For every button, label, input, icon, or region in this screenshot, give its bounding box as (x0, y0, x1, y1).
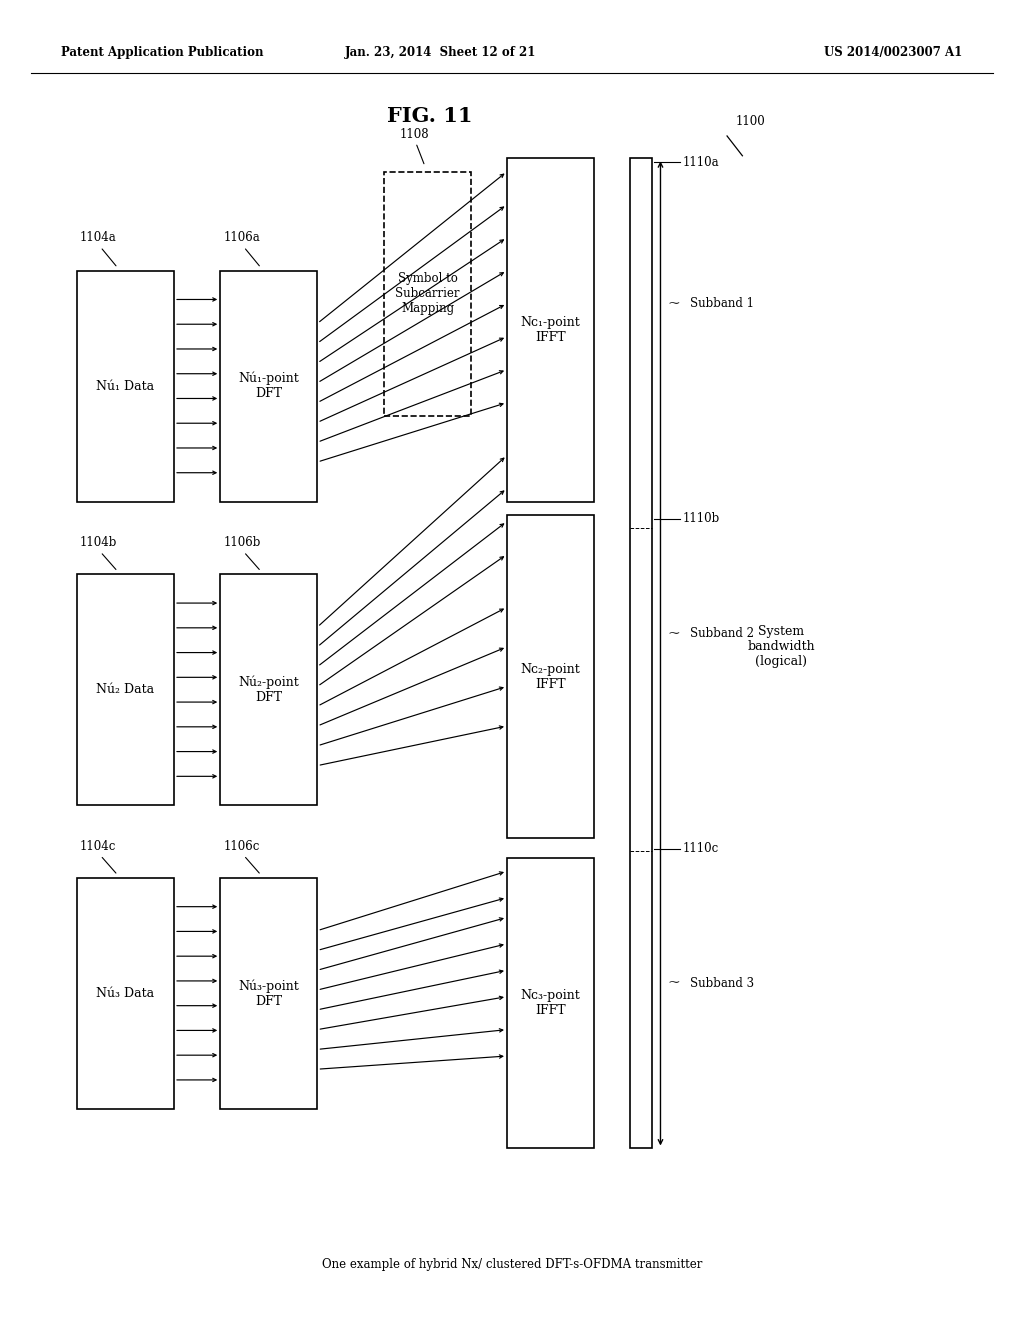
Bar (77, 271, 174, 502)
Text: 1108: 1108 (399, 128, 429, 141)
Text: 1106b: 1106b (223, 536, 260, 549)
Text: US 2014/0023007 A1: US 2014/0023007 A1 (824, 46, 963, 59)
Text: Subband 1: Subband 1 (690, 297, 754, 310)
Text: Jan. 23, 2014  Sheet 12 of 21: Jan. 23, 2014 Sheet 12 of 21 (345, 46, 536, 59)
Text: 1100: 1100 (735, 115, 765, 128)
Text: Subband 2: Subband 2 (690, 627, 754, 640)
Text: Nú₁ Data: Nú₁ Data (96, 380, 155, 392)
Bar (507, 858, 594, 1148)
Bar (507, 158, 594, 502)
Bar (220, 574, 317, 805)
Text: ~: ~ (668, 627, 680, 640)
Text: Subband 3: Subband 3 (690, 977, 755, 990)
Text: Nú₁-point
DFT: Nú₁-point DFT (239, 372, 299, 400)
Text: Patent Application Publication: Patent Application Publication (61, 46, 264, 59)
Text: 1106a: 1106a (223, 231, 260, 244)
Bar (77, 878, 174, 1109)
Text: Nᴄ₃-point
IFFT: Nᴄ₃-point IFFT (520, 989, 581, 1018)
Text: FIG. 11: FIG. 11 (387, 106, 473, 127)
Text: Symbol to
Subcarrier
Mapping: Symbol to Subcarrier Mapping (395, 272, 460, 315)
Text: ~: ~ (668, 977, 680, 990)
Text: 1106c: 1106c (223, 840, 260, 853)
Text: Nú₃-point
DFT: Nú₃-point DFT (239, 979, 299, 1007)
Text: One example of hybrid Nx/ clustered DFT-s-OFDMA transmitter: One example of hybrid Nx/ clustered DFT-… (322, 1258, 702, 1271)
Text: 1104b: 1104b (80, 536, 117, 549)
Text: 1104c: 1104c (80, 840, 117, 853)
Text: 1104a: 1104a (80, 231, 117, 244)
Text: 1110b: 1110b (683, 512, 720, 525)
Bar (220, 271, 317, 502)
Text: Nᴄ₁-point
IFFT: Nᴄ₁-point IFFT (520, 315, 581, 345)
Text: Nú₃ Data: Nú₃ Data (96, 987, 155, 999)
Text: 1110a: 1110a (683, 156, 720, 169)
Bar (630, 158, 652, 1148)
Text: System
bandwidth
(logical): System bandwidth (logical) (748, 626, 815, 668)
Text: Nú₂-point
DFT: Nú₂-point DFT (239, 676, 299, 704)
Text: Nú₂ Data: Nú₂ Data (96, 684, 155, 696)
Bar (220, 878, 317, 1109)
Text: 1110c: 1110c (683, 842, 719, 855)
Text: ~: ~ (668, 297, 680, 310)
Text: Nᴄ₂-point
IFFT: Nᴄ₂-point IFFT (520, 663, 581, 690)
Bar (384, 172, 471, 416)
Bar (77, 574, 174, 805)
Bar (507, 515, 594, 838)
